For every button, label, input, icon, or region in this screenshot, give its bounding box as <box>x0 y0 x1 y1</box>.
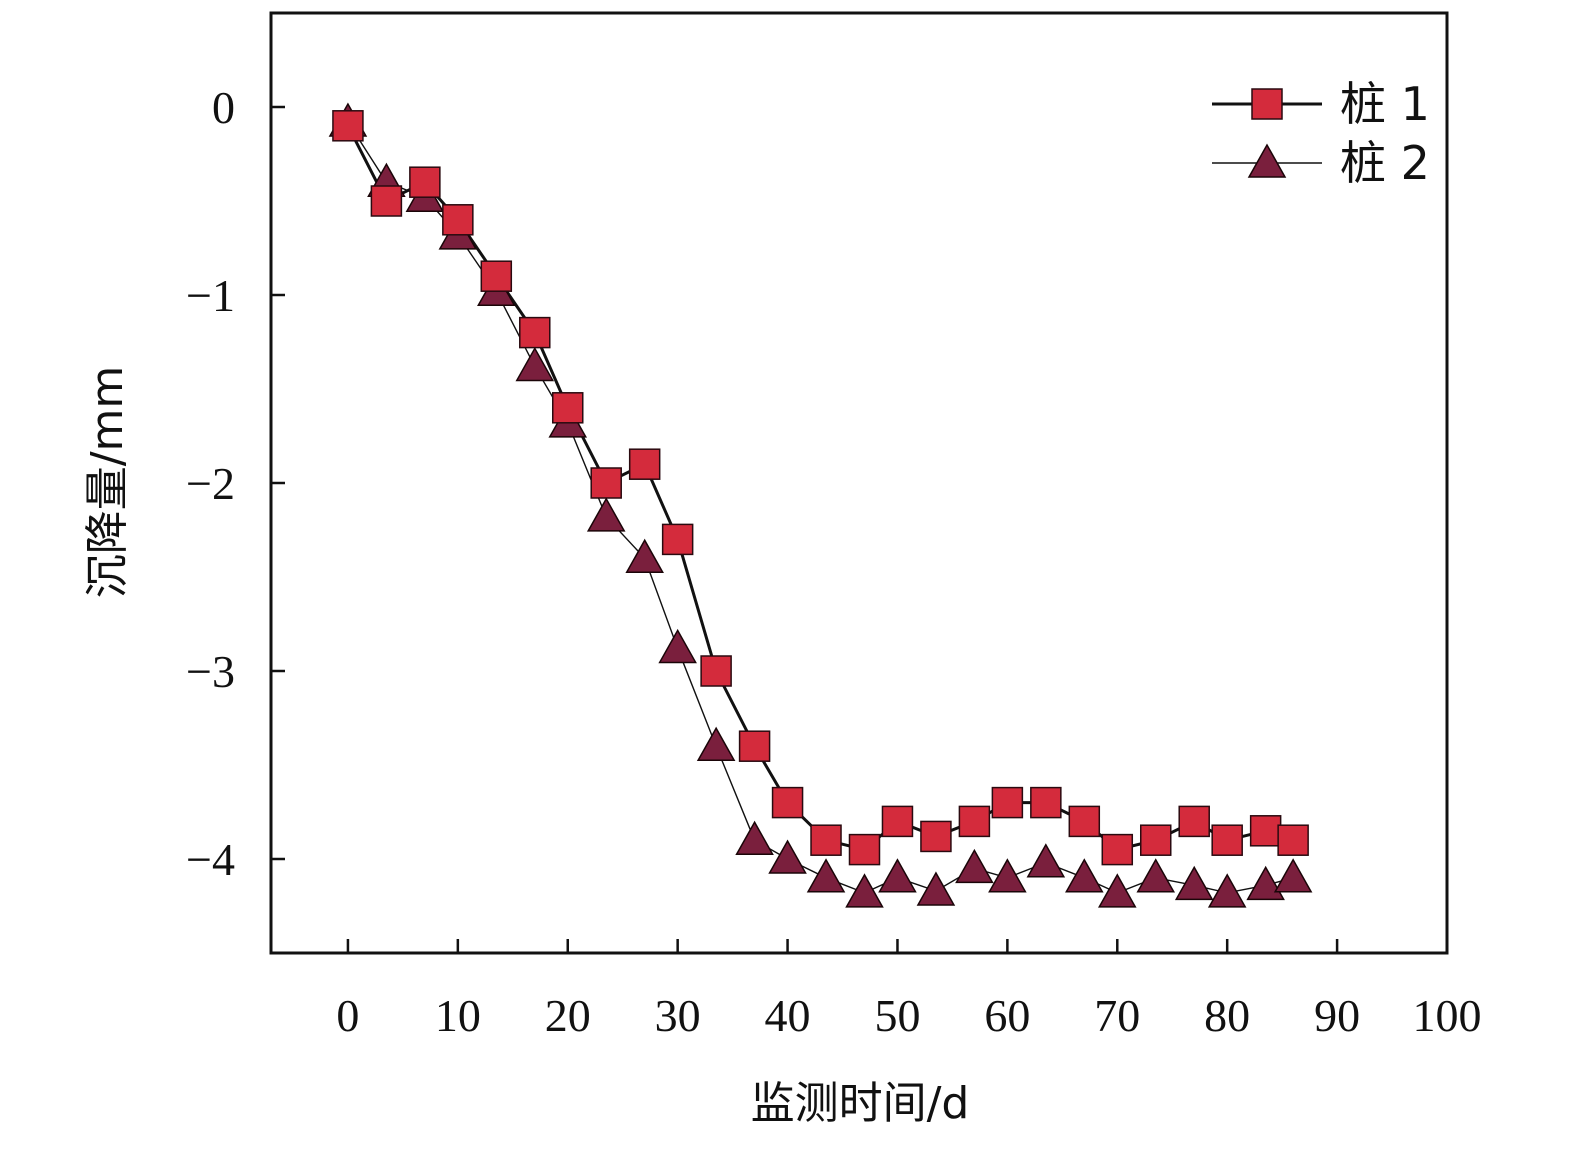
x-tick-label: 30 <box>655 990 701 1041</box>
data-point-series-1 <box>409 166 441 198</box>
data-point-series-1 <box>1211 824 1243 856</box>
data-point-series-1 <box>1101 833 1134 866</box>
x-axis-label: 监测时间/d <box>751 1078 970 1129</box>
y-tick-label: −3 <box>186 646 235 697</box>
data-point-series-1 <box>1277 824 1309 856</box>
legend-marker-2 <box>1247 143 1287 178</box>
data-point-series-2 <box>768 839 807 874</box>
data-point-series-1 <box>1068 805 1101 838</box>
data-point-series-1 <box>738 730 771 762</box>
data-point-series-1 <box>771 786 804 819</box>
x-axis-ticks: 0 10 20 30 40 50 60 70 80 90 100 <box>336 939 1482 1041</box>
x-tick-label: 0 <box>336 990 359 1041</box>
data-point-series-1 <box>810 824 842 856</box>
data-point-series-2 <box>955 848 994 884</box>
data-point-series-2 <box>696 726 736 761</box>
data-point-series-1 <box>991 786 1024 819</box>
x-tick-label: 60 <box>984 990 1030 1041</box>
data-point-series-1 <box>848 833 881 866</box>
data-point-series-1 <box>700 655 732 687</box>
data-point-series-1 <box>519 316 551 349</box>
data-point-series-1 <box>332 110 364 142</box>
legend: 桩 1桩 2 <box>1212 77 1430 190</box>
y-tick-label: −4 <box>186 834 235 885</box>
data-point-series-2 <box>878 858 917 893</box>
x-tick-label: 40 <box>765 990 811 1041</box>
data-point-series-2 <box>515 346 555 382</box>
data-point-series-1 <box>881 805 914 838</box>
data-point-series-1 <box>1249 815 1282 847</box>
data-point-series-2 <box>658 628 697 664</box>
x-tick-label: 10 <box>435 990 481 1041</box>
x-tick-label: 20 <box>545 990 591 1041</box>
data-point-series-1 <box>551 392 584 424</box>
data-point-series-1 <box>1178 805 1210 838</box>
x-tick-label: 90 <box>1314 990 1360 1041</box>
data-point-series-2 <box>1026 843 1066 878</box>
data-point-series-1 <box>590 467 622 499</box>
y-axis-ticks: 0 −1 −2 −3 −4 <box>186 82 285 885</box>
data-point-series-2 <box>586 497 626 532</box>
x-tick-label: 100 <box>1413 990 1482 1041</box>
data-point-series-2 <box>1207 873 1247 908</box>
y-axis-label: 沉降量/mm <box>82 366 133 599</box>
x-tick-label: 80 <box>1204 990 1250 1041</box>
series-markers <box>328 102 1313 908</box>
y-tick-label: −1 <box>186 270 235 321</box>
data-point-series-1 <box>1139 824 1172 856</box>
x-tick-label: 50 <box>874 990 920 1041</box>
data-point-series-2 <box>735 820 774 855</box>
data-point-series-2 <box>806 858 846 893</box>
data-point-series-1 <box>628 448 661 480</box>
data-point-series-2 <box>1097 873 1137 908</box>
data-point-series-2 <box>845 873 884 908</box>
data-point-series-2 <box>1136 858 1176 893</box>
data-point-series-2 <box>1273 858 1313 893</box>
data-point-series-1 <box>958 805 991 838</box>
data-point-series-1 <box>1030 786 1062 819</box>
data-point-series-2 <box>988 858 1027 893</box>
data-point-series-1 <box>661 523 694 556</box>
data-point-series-2 <box>916 871 956 906</box>
data-point-series-2 <box>625 538 664 573</box>
y-tick-label: 0 <box>212 82 235 133</box>
legend-marker-1 <box>1251 88 1283 120</box>
data-point-series-1 <box>370 185 403 217</box>
legend-label-1: 桩 1 <box>1340 77 1430 131</box>
data-point-series-1 <box>480 260 513 292</box>
legend-label-2: 桩 2 <box>1340 136 1430 190</box>
data-point-series-1 <box>442 204 474 236</box>
x-tick-label: 70 <box>1094 990 1140 1041</box>
y-tick-label: −2 <box>186 458 235 509</box>
data-point-series-2 <box>1174 865 1214 901</box>
data-point-series-2 <box>1065 858 1104 893</box>
data-point-series-1 <box>920 820 952 853</box>
